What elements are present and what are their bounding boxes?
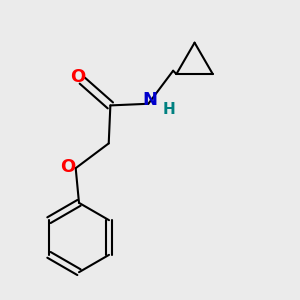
Text: H: H bbox=[162, 102, 175, 117]
Text: O: O bbox=[70, 68, 85, 86]
Text: N: N bbox=[142, 92, 158, 110]
Text: O: O bbox=[60, 158, 75, 175]
